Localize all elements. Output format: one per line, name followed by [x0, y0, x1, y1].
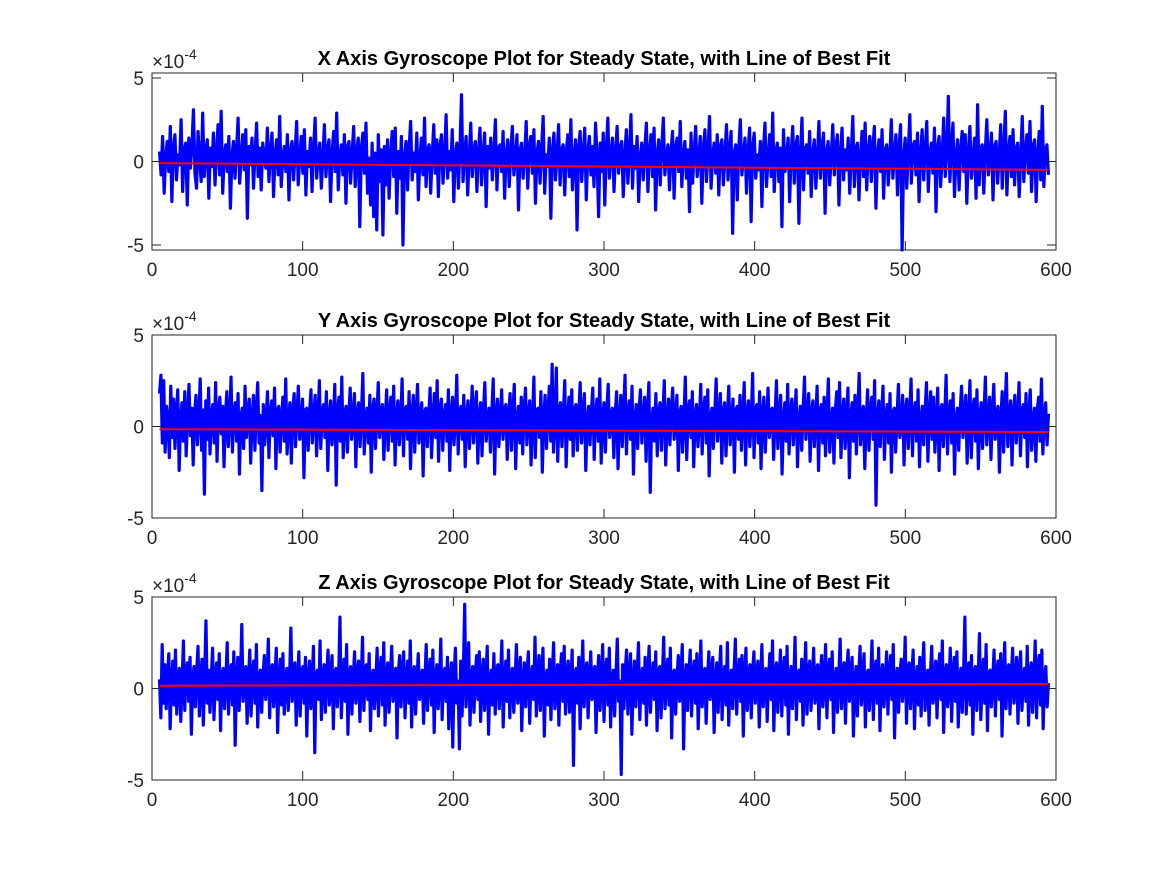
y-exponent-power: -4: [184, 570, 197, 586]
x-tick-label: 500: [889, 260, 921, 281]
x-tick-label: 100: [287, 260, 319, 281]
best-fit-line: [159, 428, 1049, 433]
subplot-x-axis: 0 100 200 300 400 500 600-505 X Axis Gyroscope…: [127, 46, 1072, 281]
x-tick-label: 0: [147, 528, 158, 549]
x-tick-label: 200: [437, 260, 469, 281]
x-tick-label: 200: [437, 790, 469, 811]
ticks-layer: 0 100 200 300 400 500 600-505: [127, 69, 1072, 281]
x-tick-label: 400: [739, 528, 771, 549]
chart-title: X Axis Gyroscope Plot for Steady State, …: [318, 48, 891, 70]
y-tick-label: -5: [127, 771, 144, 792]
best-fit-line: [159, 162, 1049, 171]
x-tick-label: 300: [588, 260, 620, 281]
series-layer: [157, 602, 1051, 777]
y-exponent-power: -4: [184, 46, 197, 62]
x-tick-label: 0: [147, 260, 158, 281]
x-tick-label: 600: [1040, 790, 1072, 811]
x-tick-label: 300: [588, 790, 620, 811]
y-tick-label: 5: [133, 588, 144, 609]
chart-title: Y Axis Gyroscope Plot for Steady State, …: [318, 310, 891, 332]
y-tick-label: 5: [133, 69, 144, 90]
ticks-layer: 0 100 200 300 400 500 600-505: [127, 588, 1072, 811]
y-tick-label: -5: [127, 509, 144, 530]
y-exponent-label: ×10-4: [152, 46, 197, 73]
y-tick-label: 0: [133, 418, 144, 439]
y-exponent-label: ×10-4: [152, 570, 197, 597]
x-tick-label: 300: [588, 528, 620, 549]
gyro-data-series-line: [157, 93, 1051, 252]
gyro-data-series-line: [157, 602, 1051, 777]
series-layer: [157, 362, 1051, 507]
x-tick-label: 500: [889, 528, 921, 549]
x-tick-label: 500: [889, 790, 921, 811]
x-tick-label: 0: [147, 790, 158, 811]
chart-title: Z Axis Gyroscope Plot for Steady State, …: [318, 572, 890, 594]
best-fit-line: [159, 682, 1049, 687]
x-tick-label: 400: [739, 790, 771, 811]
x-tick-label: 200: [437, 528, 469, 549]
x-tick-label: 600: [1040, 260, 1072, 281]
ticks-layer: 0 100 200 300 400 500 600-505: [127, 326, 1072, 549]
x-tick-label: 100: [287, 528, 319, 549]
y-tick-label: -5: [127, 236, 144, 257]
y-exponent-power: -4: [184, 308, 197, 324]
x-tick-label: 100: [287, 790, 319, 811]
y-tick-label: 0: [133, 153, 144, 174]
x-tick-label: 400: [739, 260, 771, 281]
y-tick-label: 5: [133, 326, 144, 347]
x-tick-label: 600: [1040, 528, 1072, 549]
y-exponent-label: ×10-4: [152, 308, 197, 335]
y-tick-label: 0: [133, 680, 144, 701]
series-layer: [157, 93, 1051, 252]
subplot-y-axis: 0 100 200 300 400 500 600-505 Y Axis Gyroscope…: [127, 308, 1072, 549]
subplot-z-axis: 0 100 200 300 400 500 600-505 Z Axis Gyroscope…: [127, 570, 1072, 811]
